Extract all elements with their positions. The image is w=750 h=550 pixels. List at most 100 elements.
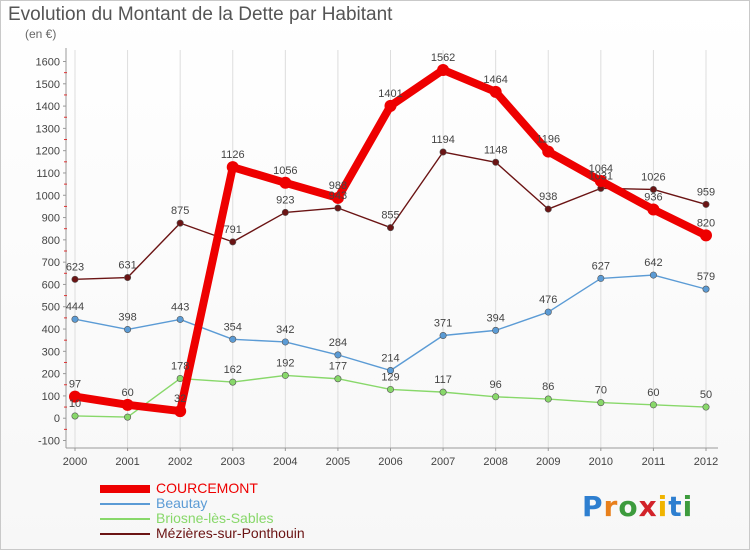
data-label-mezieres-sur-ponthouin: 631 — [118, 260, 136, 272]
data-point-briosne-les-sables — [124, 413, 132, 421]
data-label-courcemont: 988 — [329, 180, 347, 192]
data-point-mezieres-sur-ponthouin — [176, 219, 184, 227]
data-point-courcemont — [121, 398, 134, 411]
x-tick-label: 2012 — [694, 456, 718, 468]
data-point-courcemont — [700, 229, 712, 242]
data-point-mezieres-sur-ponthouin — [281, 208, 289, 216]
y-tick-label: 1100 — [36, 168, 60, 180]
data-label-mezieres-sur-ponthouin: 959 — [697, 186, 715, 198]
data-label-briosne-les-sables: 162 — [224, 364, 242, 376]
data-point-courcemont — [226, 161, 239, 174]
data-point-courcemont — [542, 145, 555, 158]
data-point-beautay — [71, 315, 79, 323]
y-tick-label: 200 — [42, 369, 60, 381]
data-label-courcemont: 1401 — [378, 88, 402, 100]
data-point-beautay — [492, 326, 500, 334]
y-tick-label: 400 — [42, 324, 60, 336]
data-point-briosne-les-sables — [597, 399, 605, 407]
legend-label: Beautay — [156, 495, 208, 511]
data-label-courcemont: 936 — [644, 192, 662, 204]
data-point-beautay — [229, 335, 237, 343]
data-point-beautay — [176, 315, 184, 323]
data-point-briosne-les-sables — [281, 371, 289, 379]
legend-swatch — [100, 533, 150, 535]
data-label-beautay: 642 — [644, 257, 662, 269]
data-label-mezieres-sur-ponthouin: 1026 — [641, 171, 665, 183]
legend-swatch — [100, 503, 150, 505]
data-label-courcemont: 1196 — [536, 134, 560, 146]
data-point-beautay — [702, 285, 710, 293]
data-point-briosne-les-sables — [71, 412, 79, 420]
logo-letter: r — [603, 490, 619, 523]
data-label-briosne-les-sables: 117 — [434, 374, 452, 386]
y-tick-label: 1300 — [36, 123, 60, 135]
data-label-briosne-les-sables: 10 — [69, 398, 81, 410]
legend-label: Mézières-sur-Ponthouin — [156, 525, 305, 541]
data-label-beautay: 398 — [118, 311, 136, 323]
logo-letter: i — [657, 490, 669, 523]
logo-letter: i — [682, 490, 694, 523]
data-point-courcemont — [331, 191, 344, 204]
logo-letter: x — [638, 490, 658, 523]
y-tick-label: 0 — [54, 413, 60, 425]
legend-swatch — [100, 485, 150, 493]
data-point-courcemont — [437, 63, 450, 76]
data-label-briosne-les-sables: 50 — [700, 389, 712, 401]
data-label-courcemont: 1056 — [273, 165, 297, 177]
data-point-briosne-les-sables — [649, 401, 657, 409]
y-tick-label: 700 — [42, 257, 60, 269]
y-tick-label: 500 — [42, 302, 60, 314]
data-label-briosne-les-sables: 129 — [381, 371, 399, 383]
data-point-mezieres-sur-ponthouin — [229, 238, 237, 246]
data-label-briosne-les-sables: 177 — [329, 361, 347, 373]
data-label-mezieres-sur-ponthouin: 1031 — [589, 170, 613, 182]
x-tick-label: 2011 — [642, 456, 666, 468]
data-point-mezieres-sur-ponthouin — [124, 274, 132, 282]
legend-swatch — [100, 518, 150, 520]
data-point-courcemont — [647, 203, 660, 216]
y-tick-label: 1500 — [36, 79, 60, 91]
data-label-beautay: 443 — [171, 301, 189, 313]
data-point-briosne-les-sables — [229, 378, 237, 386]
y-tick-label: 1000 — [36, 190, 60, 202]
data-point-briosne-les-sables — [439, 388, 447, 396]
data-label-briosne-les-sables: 192 — [276, 357, 294, 369]
x-tick-label: 2005 — [326, 456, 350, 468]
data-label-briosne-les-sables: 86 — [542, 381, 554, 393]
data-label-courcemont: 97 — [69, 379, 81, 391]
data-label-briosne-les-sables: 178 — [171, 361, 189, 373]
data-point-mezieres-sur-ponthouin — [702, 200, 710, 208]
legend-label: Briosne-lès-Sables — [156, 510, 274, 526]
data-point-courcemont — [279, 176, 292, 189]
data-label-mezieres-sur-ponthouin: 938 — [539, 191, 557, 203]
data-point-beautay — [124, 325, 132, 333]
y-tick-label: 800 — [42, 235, 60, 247]
y-tick-label: 900 — [42, 213, 60, 225]
x-tick-label: 2003 — [221, 456, 245, 468]
data-point-courcemont — [384, 99, 397, 112]
x-tick-label: 2008 — [483, 456, 507, 468]
data-point-beautay — [544, 308, 552, 316]
data-label-beautay: 214 — [381, 352, 399, 364]
data-label-courcemont: 820 — [697, 217, 715, 229]
data-label-briosne-les-sables: 60 — [647, 387, 659, 399]
x-tick-label: 2002 — [168, 456, 192, 468]
legend-label: COURCEMONT — [156, 480, 258, 496]
data-label-beautay: 371 — [434, 317, 452, 329]
data-label-beautay: 394 — [486, 312, 504, 324]
data-label-mezieres-sur-ponthouin: 855 — [381, 210, 399, 222]
data-label-beautay: 579 — [697, 271, 715, 283]
data-point-briosne-les-sables — [176, 375, 184, 383]
data-point-beautay — [439, 331, 447, 339]
data-point-beautay — [386, 366, 394, 374]
data-point-mezieres-sur-ponthouin — [439, 148, 447, 156]
data-label-mezieres-sur-ponthouin: 923 — [276, 194, 294, 206]
data-label-beautay: 476 — [539, 294, 557, 306]
data-label-beautay: 342 — [276, 324, 294, 336]
x-tick-label: 2004 — [273, 456, 297, 468]
data-label-courcemont: 32 — [174, 393, 186, 405]
data-label-mezieres-sur-ponthouin: 791 — [224, 224, 242, 236]
data-point-mezieres-sur-ponthouin — [386, 224, 394, 232]
data-point-briosne-les-sables — [702, 403, 710, 411]
